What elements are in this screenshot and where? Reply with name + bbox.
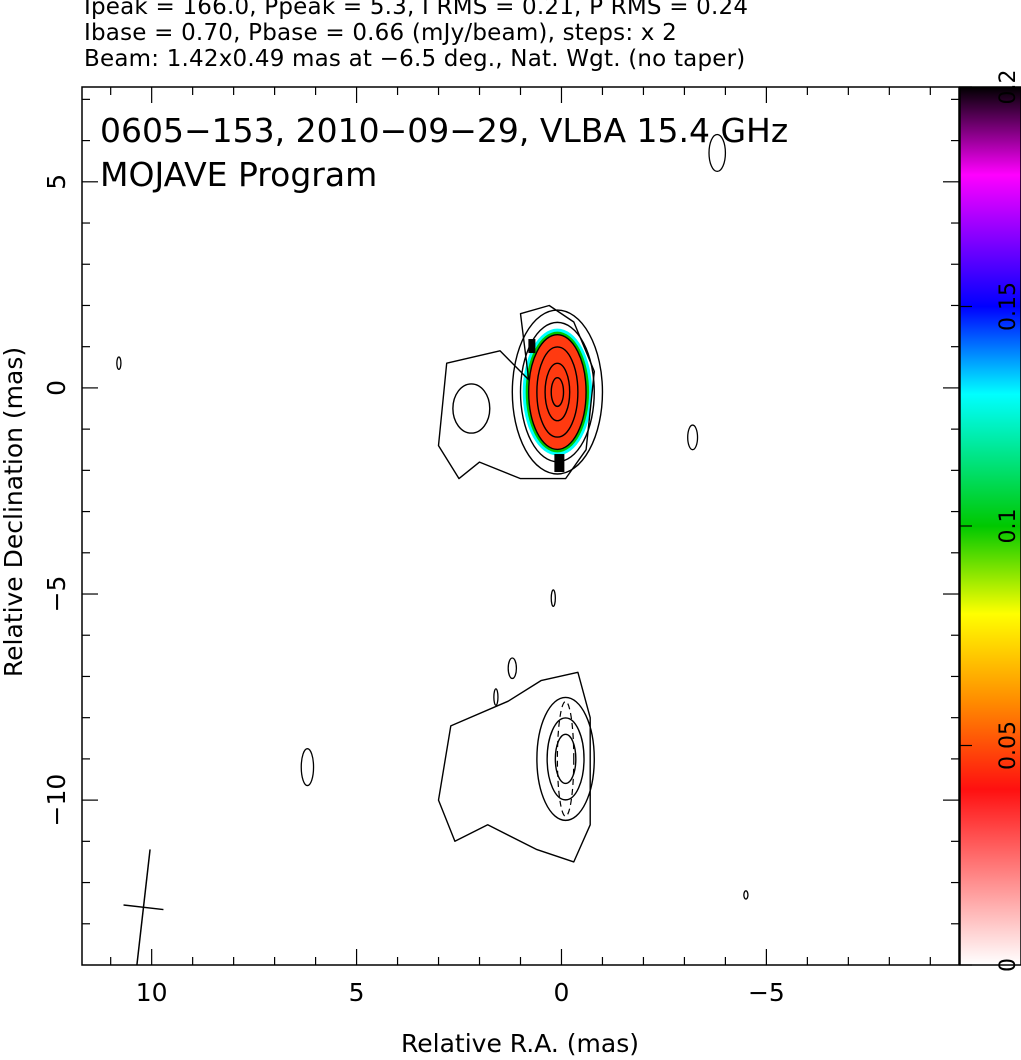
x-axis-label: Relative R.A. (mas) (401, 1029, 639, 1058)
core-contour (511, 309, 604, 475)
south-core-contour (536, 696, 595, 822)
core-contour (536, 346, 579, 438)
south-core-contour (554, 733, 577, 785)
x-tick-label: 0 (554, 978, 570, 1007)
y-tick-label: −10 (42, 774, 71, 827)
header-line-peak: Ipeak = 166.0, Ppeak = 5.3, I RMS = 0.21… (84, 0, 749, 20)
polarization-patch-bottom (554, 454, 565, 473)
data-layer (116, 133, 749, 965)
core-contour (544, 362, 571, 422)
polarization-patch-top (528, 339, 536, 354)
beam-minor-axis (123, 904, 164, 911)
south-core-contour (546, 717, 585, 801)
colorbar-tick-labels: 0 0.05 0.1 0.15 0.2 (960, 70, 1021, 972)
core-contour (519, 321, 595, 463)
colorbar-tick-label: 0.05 (996, 721, 1021, 770)
core-outer-contour (437, 304, 595, 480)
y-tick-label: −5 (42, 576, 71, 613)
noise-contour (507, 657, 518, 680)
core-contour (550, 376, 565, 408)
noise-contour (300, 748, 315, 787)
y-axis-label: Relative Declination (mas) (0, 347, 28, 677)
colorbar-tick-label: 0 (996, 958, 1021, 972)
x-tick-label: −5 (748, 978, 785, 1007)
polarization-fill (528, 334, 587, 450)
y-tick-label: 5 (42, 174, 71, 190)
x-tick-label: 5 (349, 978, 365, 1007)
noise-contour (116, 356, 122, 370)
noise-contour (493, 688, 499, 706)
noise-contour (687, 424, 699, 451)
image-header: Ipeak = 166.0, Ppeak = 5.3, I RMS = 0.21… (84, 0, 748, 72)
y-tick-label: 0 (42, 380, 71, 396)
noise-contour (708, 133, 727, 173)
noise-contour (743, 890, 749, 900)
east-knot-contour (452, 383, 491, 434)
x-tick-labels: 10 5 0 −5 (136, 978, 785, 1007)
x-tick-label: 10 (136, 978, 168, 1007)
colorbar-tick-label: 0.1 (996, 509, 1021, 544)
south-negative-contour (556, 700, 575, 817)
colorbar: 0 0.05 0.1 0.15 0.2 (959, 70, 1021, 972)
chart-subtitle: MOJAVE Program (100, 155, 377, 194)
core-contour (527, 333, 587, 451)
axis-ticks (82, 87, 959, 965)
header-line-base: Ibase = 0.70, Pbase = 0.66 (mJy/beam), s… (84, 20, 677, 46)
plot-area: 0605−153, 2010−09−29, VLBA 15.4 GHz MOJA… (81, 86, 960, 966)
y-tick-labels: 5 0 −5 −10 (42, 174, 71, 827)
noise-contour (550, 589, 556, 607)
colorbar-tick-label: 0.15 (996, 282, 1021, 331)
plot-frame (81, 86, 960, 966)
chart-title: 0605−153, 2010−09−29, VLBA 15.4 GHz (100, 111, 788, 150)
header-line-beam: Beam: 1.42x0.49 mas at −6.5 deg., Nat. W… (84, 46, 746, 72)
south-outer-contour (437, 671, 591, 863)
colorbar-tick-label: 0.2 (996, 70, 1021, 105)
